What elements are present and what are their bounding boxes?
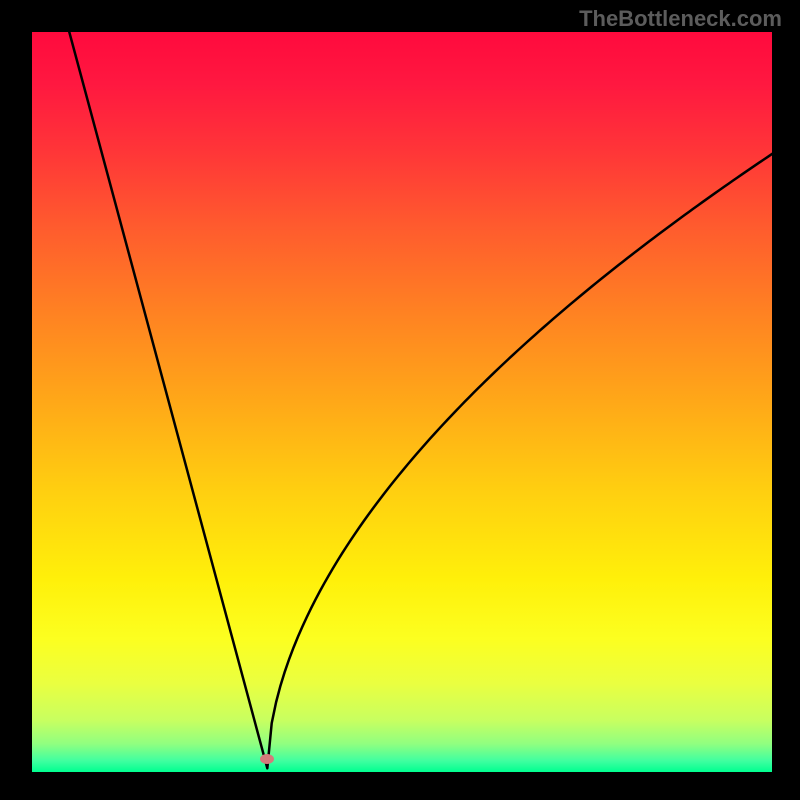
chart-stage: TheBottleneck.com <box>0 0 800 800</box>
plot-area <box>32 32 772 772</box>
bottleneck-curve <box>65 32 772 768</box>
apex-marker <box>260 754 274 764</box>
watermark-text: TheBottleneck.com <box>579 6 782 32</box>
curve-svg <box>32 32 772 772</box>
